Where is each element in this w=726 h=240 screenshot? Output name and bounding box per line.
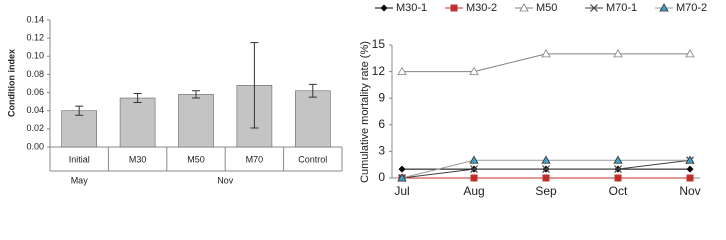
point xyxy=(470,174,478,182)
y-axis-label: Cumulative mortality rate (%) xyxy=(359,41,371,183)
y-tick-label: 12 xyxy=(372,64,386,78)
legend-marker xyxy=(519,3,529,12)
y-tick-label: 0.08 xyxy=(26,69,44,79)
x-tick-label: M30 xyxy=(129,154,147,164)
error-bar xyxy=(75,105,84,116)
x-tick-label: Oct xyxy=(609,184,628,198)
point xyxy=(685,155,695,164)
legend-marker xyxy=(450,4,458,12)
legend-marker xyxy=(380,4,388,12)
point xyxy=(685,49,695,58)
x-tick-label: M50 xyxy=(187,154,205,164)
point xyxy=(542,165,550,174)
point xyxy=(541,155,551,164)
point xyxy=(614,174,622,182)
point xyxy=(686,174,694,182)
legend-label: M30-1 xyxy=(396,2,427,14)
y-tick-label: 0.14 xyxy=(26,14,44,24)
error-bar xyxy=(192,90,200,99)
legend-label: M50 xyxy=(536,2,557,14)
y-tick-label: 0.02 xyxy=(26,123,44,133)
x-tick-label: Aug xyxy=(463,184,484,198)
y-tick-label: 9 xyxy=(378,90,385,104)
page: Condition index Cumulative mortality rat… xyxy=(6,2,707,198)
error-bar xyxy=(133,92,142,104)
point xyxy=(613,155,623,164)
point xyxy=(542,174,550,182)
point xyxy=(469,66,479,75)
point xyxy=(397,66,407,75)
bar xyxy=(178,94,214,148)
error-bar xyxy=(250,42,259,129)
point xyxy=(397,173,407,182)
y-tick-label: 0.12 xyxy=(26,33,44,43)
bar xyxy=(119,97,156,148)
point xyxy=(469,155,479,164)
y-tick-label: 0.06 xyxy=(26,87,44,97)
y-axis-label: Condition index xyxy=(6,49,16,117)
point xyxy=(541,49,551,58)
x-tick-label: Control xyxy=(298,154,327,164)
point xyxy=(470,165,478,174)
x-tick-label: M70 xyxy=(246,154,264,164)
legend-marker xyxy=(590,4,598,12)
x-tick-label: Sep xyxy=(535,184,557,198)
point xyxy=(613,49,623,58)
y-tick-label: 6 xyxy=(378,117,385,131)
y-tick-label: 0.00 xyxy=(26,141,44,151)
x-tick-label: Nov xyxy=(679,184,700,198)
point xyxy=(686,165,694,173)
y-tick-label: 0.04 xyxy=(26,105,44,115)
y-tick-label: 0 xyxy=(378,170,385,184)
error-bar xyxy=(308,83,317,98)
point xyxy=(398,165,406,173)
x-tick-label: Jul xyxy=(394,184,409,198)
y-tick-label: 15 xyxy=(372,37,386,51)
legend-label: M70-2 xyxy=(676,2,707,14)
bar xyxy=(294,90,331,148)
x-tick-label: Initial xyxy=(69,154,90,164)
bar xyxy=(61,110,98,148)
y-tick-label: 0.10 xyxy=(26,51,44,61)
y-tick-label: 3 xyxy=(378,144,385,158)
legend-label: M30-2 xyxy=(466,2,497,14)
legend-label: M70-1 xyxy=(606,2,637,14)
legend-marker xyxy=(659,3,669,12)
group-label: Nov xyxy=(217,175,234,185)
point xyxy=(614,165,622,174)
group-label: May xyxy=(71,175,89,185)
